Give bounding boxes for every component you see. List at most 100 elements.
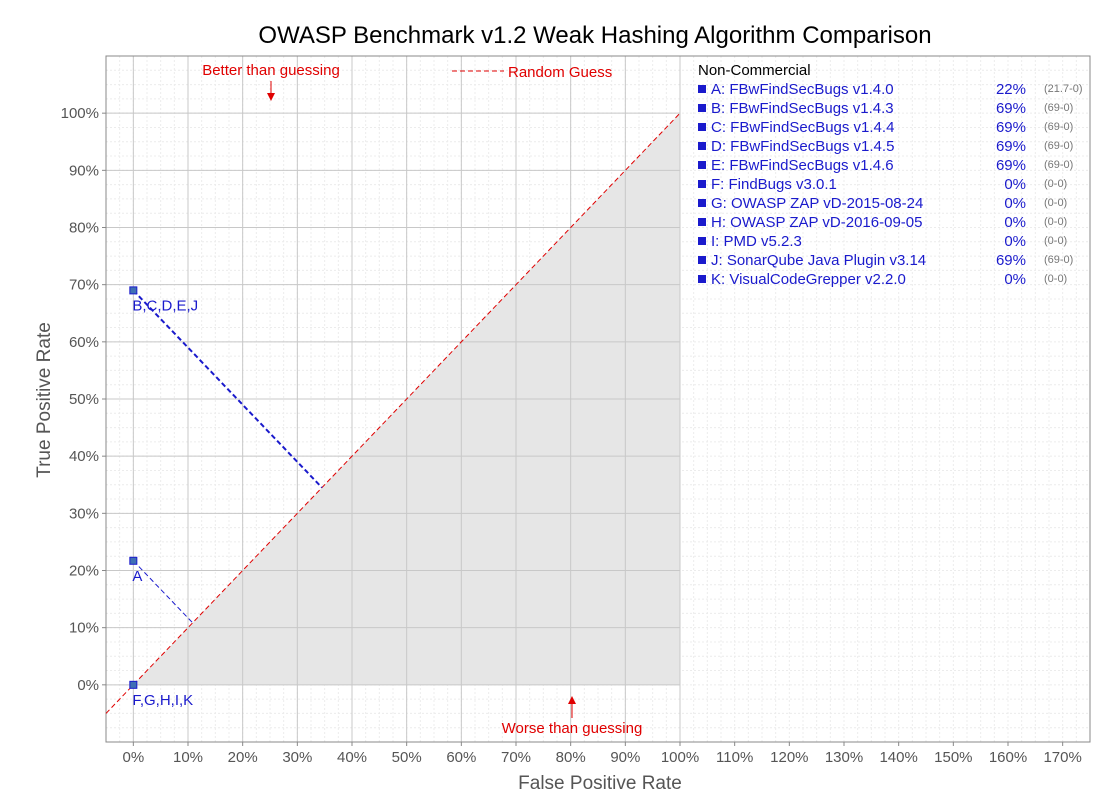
legend-item-detail: (0-0) bbox=[1044, 178, 1068, 190]
legend-item: B: FBwFindSecBugs v1.4.3 69% (69-0) bbox=[698, 99, 1078, 118]
x-tick-label: 70% bbox=[501, 749, 531, 766]
better-annotation: Better than guessing bbox=[202, 62, 340, 79]
legend: Non-Commercial A: FBwFindSecBugs v1.4.0 2… bbox=[698, 61, 1083, 289]
legend-item-score: 0% bbox=[1004, 195, 1026, 212]
legend-marker-icon bbox=[698, 104, 706, 112]
legend-item-detail: (0-0) bbox=[1044, 216, 1068, 228]
y-tick-label: 90% bbox=[69, 162, 99, 179]
legend-item: D: FBwFindSecBugs v1.4.5 69% (69-0) bbox=[698, 137, 1078, 156]
legend-items: A: FBwFindSecBugs v1.4.0 22% (21.7-0) B: FB… bbox=[698, 80, 1083, 289]
legend-marker-icon bbox=[698, 237, 706, 245]
x-tick-label: 130% bbox=[825, 749, 863, 766]
y-tick-label: 100% bbox=[61, 105, 99, 122]
projection-line bbox=[132, 289, 323, 489]
legend-item-name: E: FBwFindSecBugs v1.4.6 bbox=[711, 157, 894, 174]
legend-item-detail: (0-0) bbox=[1044, 197, 1068, 209]
legend-item-name: C: FBwFindSecBugs v1.4.4 bbox=[711, 119, 895, 136]
legend-item-score: 69% bbox=[995, 119, 1026, 136]
x-tick-label: 20% bbox=[228, 749, 258, 766]
legend-marker-icon bbox=[698, 180, 706, 188]
legend-item-name: B: FBwFindSecBugs v1.4.3 bbox=[711, 100, 894, 117]
y-tick-label: 80% bbox=[69, 220, 99, 237]
legend-item-score: 69% bbox=[995, 157, 1026, 174]
x-tick-label: 140% bbox=[879, 749, 917, 766]
legend-title: Non-Commercial bbox=[698, 62, 811, 79]
x-tick-label: 80% bbox=[556, 749, 586, 766]
legend-marker-icon bbox=[698, 85, 706, 93]
legend-marker-icon bbox=[698, 256, 706, 264]
legend-item-score: 69% bbox=[995, 138, 1026, 155]
legend-item-score: 0% bbox=[1004, 176, 1026, 193]
x-tick-label: 40% bbox=[337, 749, 367, 766]
legend-item-name: J: SonarQube Java Plugin v3.14 bbox=[711, 252, 927, 269]
legend-item-score: 0% bbox=[1004, 214, 1026, 231]
y-tick-label: 60% bbox=[69, 334, 99, 351]
y-axis-label: True Positive Rate bbox=[34, 322, 55, 478]
legend-item: E: FBwFindSecBugs v1.4.6 69% (69-0) bbox=[698, 156, 1078, 175]
legend-item: J: SonarQube Java Plugin v3.14 69% (69-0) bbox=[698, 251, 1078, 270]
legend-item-detail: (69-0) bbox=[1044, 102, 1074, 114]
x-tick-label: 150% bbox=[934, 749, 972, 766]
x-tick-label: 170% bbox=[1043, 749, 1081, 766]
better-arrow-icon bbox=[267, 93, 275, 101]
x-tick-label: 0% bbox=[122, 749, 144, 766]
legend-marker-icon bbox=[698, 161, 706, 169]
legend-item-detail: (69-0) bbox=[1044, 140, 1074, 152]
legend-item-name: F: FindBugs v3.0.1 bbox=[711, 176, 837, 193]
legend-item: C: FBwFindSecBugs v1.4.4 69% (69-0) bbox=[698, 118, 1078, 137]
y-tick-label: 10% bbox=[69, 620, 99, 637]
legend-item-name: H: OWASP ZAP vD-2016-09-05 bbox=[711, 214, 923, 231]
legend-item-name: D: FBwFindSecBugs v1.4.5 bbox=[711, 138, 895, 155]
plot-area: 0% 10% 20% 30% 40% 50% 60% 70% 80% 90% 100% 110% 120… bbox=[61, 55, 1091, 766]
legend-item: K: VisualCodeGrepper v2.2.0 0% (0-0) bbox=[698, 270, 1078, 289]
data-point bbox=[129, 556, 138, 565]
legend-item: A: FBwFindSecBugs v1.4.0 22% (21.7-0) bbox=[698, 80, 1083, 99]
y-tick-label: 0% bbox=[77, 677, 99, 694]
legend-item-detail: (69-0) bbox=[1044, 159, 1074, 171]
x-tick-label: 160% bbox=[989, 749, 1027, 766]
data-point-label: F,G,H,I,K bbox=[132, 692, 193, 709]
worse-annotation: Worse than guessing bbox=[502, 720, 643, 737]
legend-item-detail: (0-0) bbox=[1044, 273, 1068, 285]
data-point-label: B,C,D,E,J bbox=[132, 297, 198, 314]
legend-item-name: G: OWASP ZAP vD-2015-08-24 bbox=[711, 195, 924, 212]
legend-marker-icon bbox=[698, 123, 706, 131]
legend-item: H: OWASP ZAP vD-2016-09-05 0% (0-0) bbox=[698, 213, 1078, 232]
x-tick-label: 30% bbox=[282, 749, 312, 766]
legend-marker-icon bbox=[698, 275, 706, 283]
x-tick-label: 110% bbox=[716, 749, 753, 766]
random-guess-key-label: Random Guess bbox=[508, 64, 612, 81]
legend-item-score: 0% bbox=[1004, 271, 1026, 288]
x-tick-label: 100% bbox=[661, 749, 699, 766]
y-tick-label: 70% bbox=[69, 277, 99, 294]
legend-item-score: 69% bbox=[995, 252, 1026, 269]
x-tick-label: 60% bbox=[446, 749, 476, 766]
legend-marker-icon bbox=[698, 218, 706, 226]
worse-arrow-icon bbox=[568, 696, 576, 704]
data-point bbox=[129, 680, 138, 689]
legend-item: I: PMD v5.2.3 0% (0-0) bbox=[698, 232, 1078, 251]
legend-marker-icon bbox=[698, 142, 706, 150]
chart-title: OWASP Benchmark v1.2 Weak Hashing Algori… bbox=[258, 22, 931, 49]
random-guess-line bbox=[105, 112, 681, 714]
y-tick-label: 40% bbox=[69, 448, 99, 465]
legend-item: F: FindBugs v3.0.1 0% (0-0) bbox=[698, 175, 1078, 194]
legend-item-detail: (21.7-0) bbox=[1044, 83, 1083, 95]
y-tick-label: 20% bbox=[69, 563, 99, 580]
legend-item-detail: (69-0) bbox=[1044, 254, 1074, 266]
projection-line bbox=[132, 560, 194, 624]
legend-item-name: K: VisualCodeGrepper v2.2.0 bbox=[711, 271, 906, 288]
legend-item-name: I: PMD v5.2.3 bbox=[711, 233, 802, 250]
legend-item-detail: (69-0) bbox=[1044, 121, 1074, 133]
data-point bbox=[129, 286, 138, 295]
legend-item: G: OWASP ZAP vD-2015-08-24 0% (0-0) bbox=[698, 194, 1078, 213]
legend-item-name: A: FBwFindSecBugs v1.4.0 bbox=[711, 81, 894, 98]
x-axis-label: False Positive Rate bbox=[518, 773, 682, 794]
data-point-label: A bbox=[132, 568, 142, 585]
legend-item-score: 69% bbox=[995, 100, 1026, 117]
legend-item-score: 22% bbox=[995, 81, 1026, 98]
x-tick-label: 90% bbox=[610, 749, 640, 766]
x-tick-label: 120% bbox=[770, 749, 808, 766]
x-tick-label: 10% bbox=[173, 749, 203, 766]
